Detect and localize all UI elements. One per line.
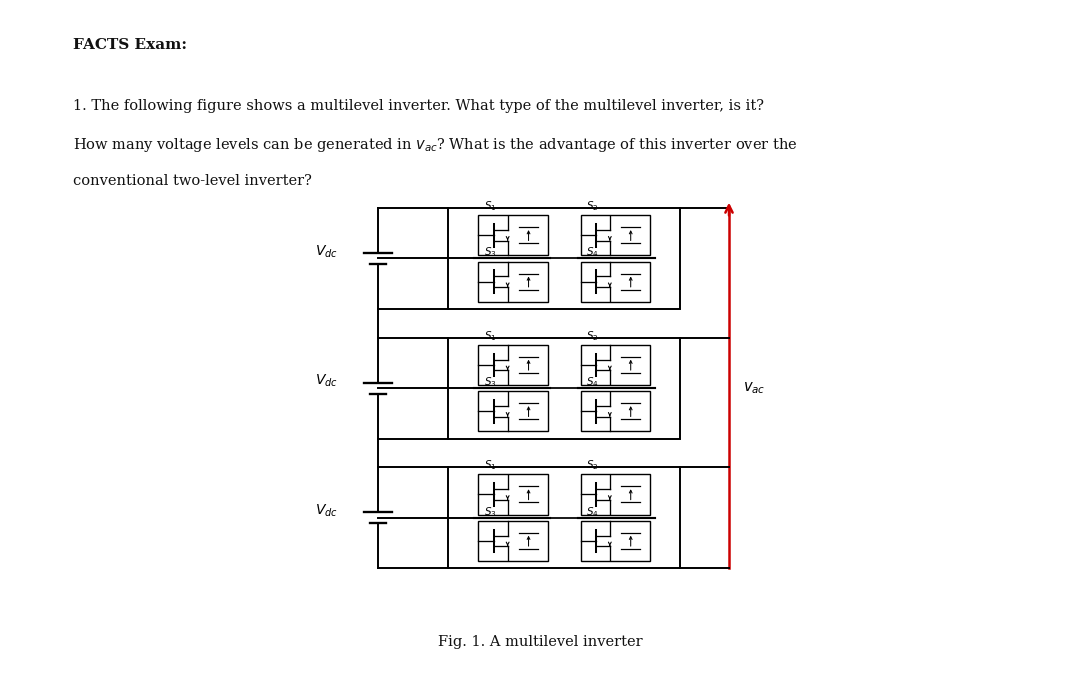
Text: $v_{ac}$: $v_{ac}$ bbox=[743, 380, 766, 396]
Text: $V_{dc}$: $V_{dc}$ bbox=[314, 373, 338, 389]
Text: $S_4$: $S_4$ bbox=[586, 375, 599, 389]
Bar bbox=[478, 474, 548, 515]
Text: 1. The following figure shows a multilevel inverter. What type of the multilevel: 1. The following figure shows a multilev… bbox=[73, 99, 765, 113]
Text: $S_3$: $S_3$ bbox=[484, 505, 497, 518]
Text: $S_4$: $S_4$ bbox=[586, 246, 599, 259]
Bar bbox=[478, 261, 548, 302]
Text: $S_1$: $S_1$ bbox=[484, 329, 497, 342]
Text: Fig. 1. A multilevel inverter: Fig. 1. A multilevel inverter bbox=[437, 636, 643, 649]
Text: $S_1$: $S_1$ bbox=[484, 458, 497, 472]
Text: $S_3$: $S_3$ bbox=[484, 246, 497, 259]
Bar bbox=[478, 215, 548, 256]
Text: $V_{dc}$: $V_{dc}$ bbox=[314, 503, 338, 519]
Text: $S_2$: $S_2$ bbox=[586, 199, 598, 213]
Text: $S_2$: $S_2$ bbox=[586, 458, 598, 472]
Bar bbox=[581, 391, 650, 432]
Text: conventional two-level inverter?: conventional two-level inverter? bbox=[73, 174, 312, 188]
Bar bbox=[478, 391, 548, 432]
Bar bbox=[581, 261, 650, 302]
Bar bbox=[448, 208, 680, 309]
Text: FACTS Exam:: FACTS Exam: bbox=[73, 38, 188, 52]
Bar bbox=[581, 474, 650, 515]
Text: $S_1$: $S_1$ bbox=[484, 199, 497, 213]
Text: $V_{dc}$: $V_{dc}$ bbox=[314, 243, 338, 260]
Bar bbox=[581, 344, 650, 385]
Text: $S_4$: $S_4$ bbox=[586, 505, 599, 518]
Text: $S_2$: $S_2$ bbox=[586, 329, 598, 342]
Bar bbox=[478, 520, 548, 561]
Bar bbox=[581, 215, 650, 256]
Text: How many voltage levels can be generated in $v_{ac}$? What is the advantage of t: How many voltage levels can be generated… bbox=[73, 136, 798, 154]
Bar bbox=[478, 344, 548, 385]
Bar bbox=[581, 520, 650, 561]
Text: $S_3$: $S_3$ bbox=[484, 375, 497, 389]
Bar bbox=[448, 338, 680, 439]
Bar bbox=[448, 467, 680, 568]
